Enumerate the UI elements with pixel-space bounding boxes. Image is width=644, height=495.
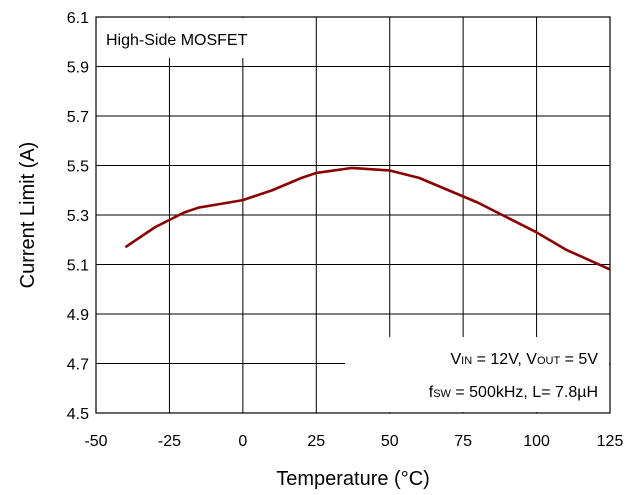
x-tick-label: -25 <box>158 433 181 450</box>
cond1-mid: = 12V, V <box>472 351 537 368</box>
x-axis-label: Temperature (°C) <box>276 468 430 490</box>
y-tick-label: 4.9 <box>67 307 89 324</box>
conditions-note: VIN = 12V, VOUT = 5V fSW = 500kHz, L= 7.… <box>345 337 609 412</box>
y-tick-label: 4.7 <box>67 357 89 374</box>
tick-labels: -50 -25 0 25 50 75 100 125 4.5 4.7 4.9 5.1 5.3 5.5 5.7… <box>67 10 624 450</box>
x-tick-label: 25 <box>307 433 325 450</box>
series-layer <box>124 166 611 271</box>
x-tick-label: 125 <box>597 433 624 450</box>
cond1-sub1: IN <box>461 355 472 367</box>
legend-label: High-Side MOSFET <box>106 32 248 49</box>
conditions-background <box>345 337 609 412</box>
cond1-suffix: = 5V <box>560 351 598 368</box>
x-tick-label: 75 <box>454 433 472 450</box>
legend-background <box>97 18 297 58</box>
x-tick-label: 0 <box>238 433 247 450</box>
y-tick-label: 6.1 <box>67 10 89 27</box>
condition-frequency: fSW = 500kHz, L= 7.8µH <box>429 384 598 401</box>
cond1-prefix: V <box>450 351 461 368</box>
cond2-rest: = 500kHz, L= 7.8µH <box>451 384 598 401</box>
condition-voltage: VIN = 12V, VOUT = 5V <box>450 351 598 368</box>
y-tick-label: 5.5 <box>67 159 89 176</box>
cond1-sub2: OUT <box>537 355 561 367</box>
cond2-sub1: SW <box>433 388 451 400</box>
x-tick-label: 100 <box>523 433 550 450</box>
y-tick-label: 5.1 <box>67 258 89 275</box>
y-tick-label: 4.5 <box>67 406 89 423</box>
x-tick-label: -50 <box>84 433 107 450</box>
legend-box: High-Side MOSFET <box>97 18 297 58</box>
y-tick-label: 5.3 <box>67 208 89 225</box>
y-tick-label: 5.9 <box>67 60 89 77</box>
series-line <box>124 166 611 271</box>
cond2-prefix: f <box>429 384 434 401</box>
y-axis-label: Current Limit (A) <box>17 142 39 289</box>
plot-frame <box>95 16 611 414</box>
x-tick-label: 50 <box>381 433 399 450</box>
y-tick-label: 5.7 <box>67 109 89 126</box>
